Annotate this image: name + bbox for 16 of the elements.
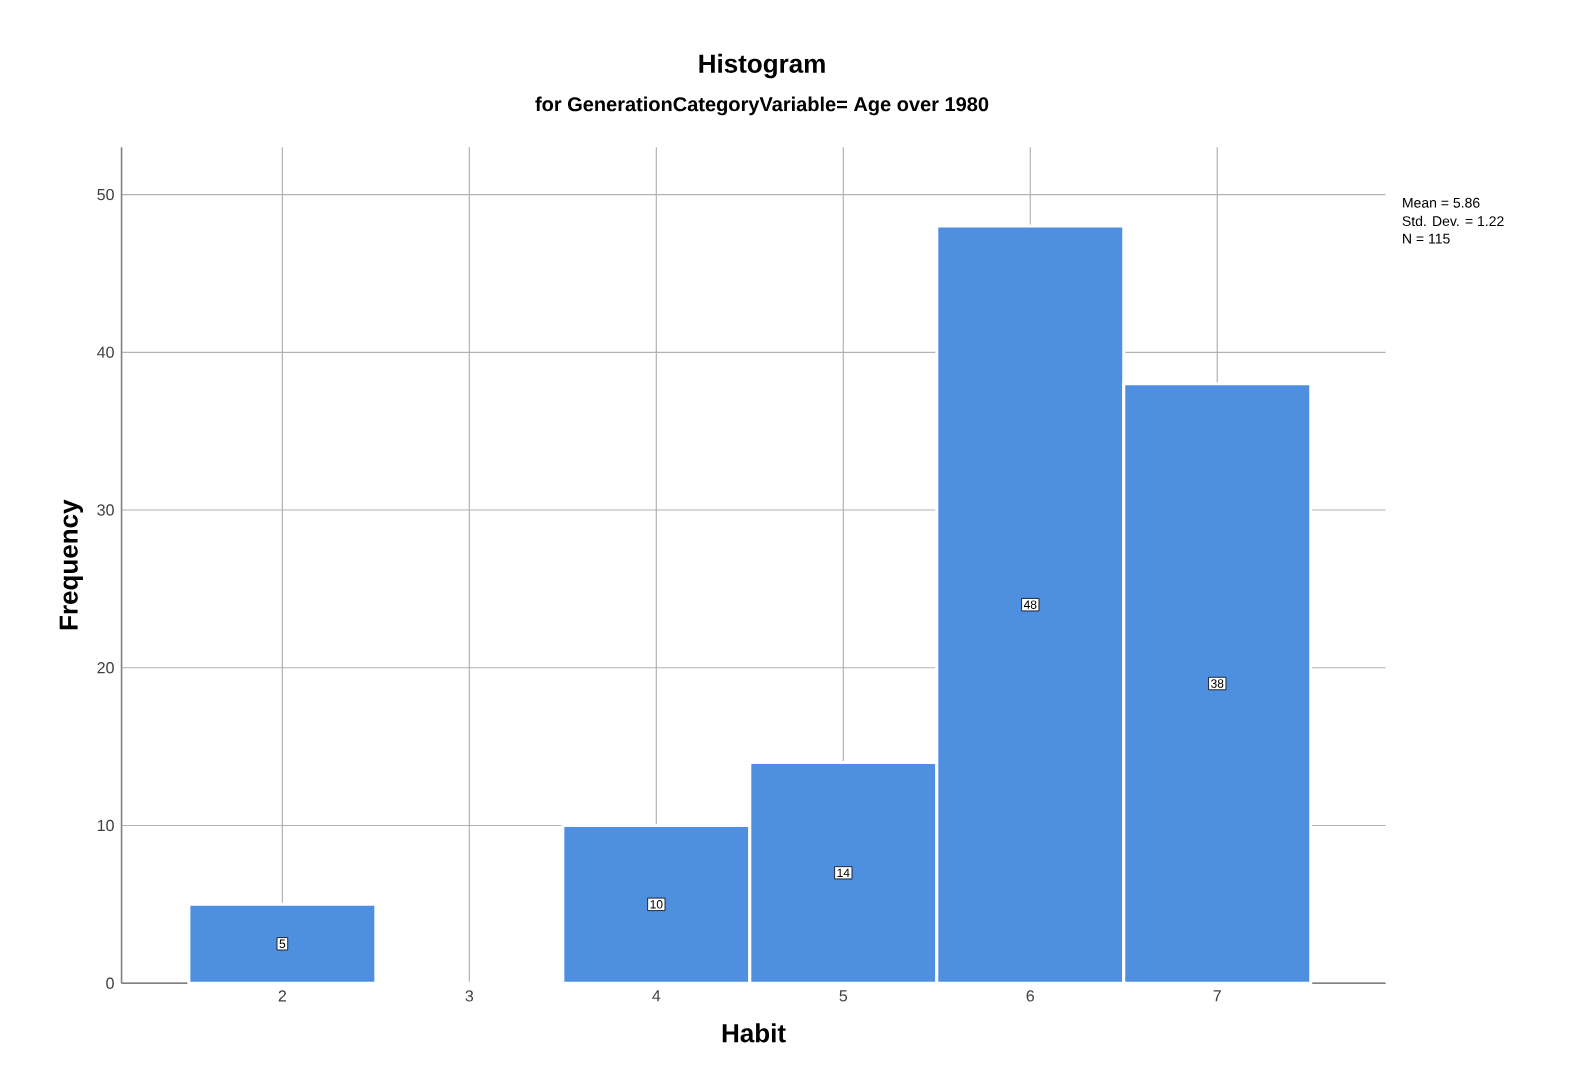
x-tick-label: 2: [278, 990, 286, 1002]
y-tick-label: 0: [106, 977, 114, 989]
y-tick-label: 20: [97, 662, 114, 674]
x-axis-title: Habit: [722, 1023, 786, 1043]
y-tick-label: 40: [97, 346, 114, 358]
y-tick-label: 50: [97, 188, 114, 201]
x-tick-label: 4: [652, 990, 661, 1002]
x-tick-label: 5: [839, 990, 848, 1002]
x-tick-label: 3: [465, 990, 474, 1002]
y-tick-label: 10: [97, 819, 114, 832]
x-tick-label: 7: [1213, 990, 1221, 1002]
y-tick-label: 30: [97, 504, 114, 516]
chart-title: Histogram: [699, 53, 825, 79]
chart-subtitle: for GenerationCategoryVariable= Age over 1980: [535, 96, 989, 116]
x-tick-label: 6: [1026, 990, 1035, 1002]
y-axis-title: Frequency: [59, 499, 83, 630]
